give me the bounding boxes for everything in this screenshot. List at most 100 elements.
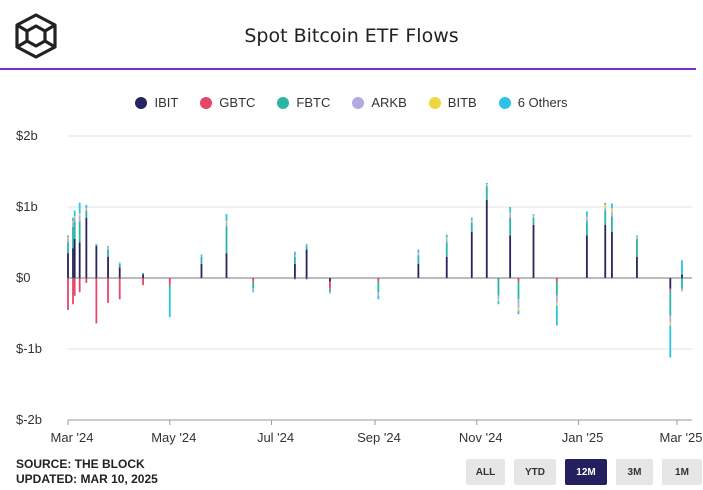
range-button-12m[interactable]: 12M xyxy=(565,459,607,485)
bar-6-others-2025-01-06 xyxy=(585,211,588,217)
bar-6-others-2024-10-29 xyxy=(470,217,473,220)
bar-6-others-2024-03-01 xyxy=(67,235,69,238)
bar-6-others-2024-12-19 xyxy=(555,305,558,326)
bar-bitb-2024-09-27 xyxy=(417,252,420,254)
bar-fbtc-2025-02-05 xyxy=(636,238,638,257)
bar-ibit-2024-09-27 xyxy=(417,263,420,278)
bar-6-others-2024-06-20 xyxy=(252,290,255,293)
bar-bitb-2024-12-05 xyxy=(532,215,535,217)
bar-arkb-2024-03-08 xyxy=(78,215,81,222)
bar-bitb-2024-10-14 xyxy=(445,237,448,239)
bar-fbtc-2024-11-07 xyxy=(485,186,488,200)
bar-ibit-2024-03-04 xyxy=(72,248,74,278)
bar-arkb-2024-10-29 xyxy=(470,220,473,223)
bar-arkb-2024-08-05 xyxy=(329,292,331,294)
legend-dot-icon xyxy=(200,96,213,109)
title-divider xyxy=(0,68,696,70)
the-block-logo-icon xyxy=(15,13,57,59)
bar-fbtc-2024-12-19 xyxy=(555,281,558,296)
bar-arkb-2025-03-04 xyxy=(681,288,683,292)
bar-gbtc-2024-03-08 xyxy=(78,278,81,293)
bar-bitb-2024-11-07 xyxy=(485,184,488,185)
bar-bitb-2024-03-12 xyxy=(85,208,88,210)
legend-item-arkb[interactable]: ARKB xyxy=(352,95,407,110)
bar-arkb-2024-11-14 xyxy=(497,295,500,300)
legend-item-ibit[interactable]: IBIT xyxy=(135,95,178,110)
bar-fbtc-2024-04-01 xyxy=(118,263,121,268)
bar-gbtc-2024-11-26 xyxy=(517,278,520,282)
range-button-all[interactable]: ALL xyxy=(466,459,505,485)
legend-item-bitb[interactable]: BITB xyxy=(428,95,477,110)
bar-arkb-2025-02-05 xyxy=(636,237,638,239)
bar-gbtc-2024-03-01 xyxy=(67,278,69,310)
bar-6-others-2024-11-26 xyxy=(517,310,520,315)
bar-ibit-2024-03-25 xyxy=(107,256,109,278)
y-tick-label: $1b xyxy=(16,199,38,214)
bar-ibit-2024-03-08 xyxy=(78,242,81,278)
bar-fbtc-2024-11-14 xyxy=(497,278,500,296)
bar-bitb-2024-06-04 xyxy=(225,221,228,223)
bar-fbtc-2025-02-25 xyxy=(669,290,672,316)
bar-arkb-2024-07-22 xyxy=(305,245,308,247)
bar-gbtc-2024-03-12 xyxy=(85,278,88,283)
bar-6-others-2024-11-21 xyxy=(509,207,512,213)
bar-ibit-2024-12-05 xyxy=(532,224,535,278)
legend-item-6-others[interactable]: 6 Others xyxy=(498,95,568,110)
bar-6-others-2025-02-05 xyxy=(636,235,638,237)
bar-6-others-2024-07-22 xyxy=(305,243,308,246)
x-tick-label: Mar '25 xyxy=(660,430,703,445)
bar-gbtc-2024-03-05 xyxy=(73,278,76,296)
bar-fbtc-2024-07-22 xyxy=(305,246,308,250)
bar-ibit-2024-10-14 xyxy=(445,256,448,278)
bar-bitb-2024-03-08 xyxy=(78,213,81,216)
range-button-1m[interactable]: 1M xyxy=(662,459,702,485)
bar-fbtc-2024-06-20 xyxy=(252,281,255,289)
bar-6-others-2024-04-01 xyxy=(118,262,121,264)
bar-bitb-2024-11-21 xyxy=(509,212,512,215)
y-tick-label: $2b xyxy=(16,128,38,143)
bar-gbtc-2024-06-20 xyxy=(252,278,255,282)
bar-bitb-2025-02-25 xyxy=(669,322,672,326)
bar-ibit-2025-01-17 xyxy=(604,224,607,278)
bar-6-others-2024-03-12 xyxy=(85,204,88,209)
legend-item-gbtc[interactable]: GBTC xyxy=(200,95,255,110)
bar-gbtc-2024-09-03 xyxy=(377,278,380,282)
bar-6-others-2024-05-01 xyxy=(168,288,171,318)
bar-fbtc-2024-03-05 xyxy=(73,221,76,239)
bar-gbtc-2025-02-25 xyxy=(669,288,672,291)
bar-fbtc-2025-03-04 xyxy=(681,278,683,289)
bar-bitb-2024-12-19 xyxy=(555,302,558,306)
legend-dot-icon xyxy=(352,96,365,109)
x-tick-label: Jul '24 xyxy=(257,430,294,445)
bar-ibit-2025-02-05 xyxy=(636,256,638,278)
bar-fbtc-2024-10-29 xyxy=(470,222,473,232)
bar-ibit-2024-04-01 xyxy=(118,267,121,278)
bar-fbtc-2024-08-05 xyxy=(329,288,331,293)
bar-bitb-2024-03-04 xyxy=(72,221,74,223)
bar-bitb-2024-11-26 xyxy=(517,307,520,311)
bar-bitb-2025-01-06 xyxy=(585,216,588,219)
bar-arkb-2025-02-25 xyxy=(669,315,672,323)
bar-fbtc-2025-01-21 xyxy=(611,216,613,232)
bar-bitb-2024-03-25 xyxy=(107,247,109,249)
bar-arkb-2024-10-14 xyxy=(445,238,448,243)
range-button-3m[interactable]: 3M xyxy=(616,459,653,485)
bar-6-others-2024-11-14 xyxy=(497,300,500,305)
bar-fbtc-2024-03-04 xyxy=(72,226,74,249)
bar-6-others-2025-01-21 xyxy=(611,203,613,209)
bar-fbtc-2024-03-25 xyxy=(107,249,109,257)
bar-arkb-2024-05-20 xyxy=(200,255,203,257)
bar-fbtc-2024-03-12 xyxy=(85,210,88,218)
bar-bitb-2024-10-29 xyxy=(470,219,473,221)
legend-item-fbtc[interactable]: FBTC xyxy=(277,95,330,110)
range-button-ytd[interactable]: YTD xyxy=(514,459,556,485)
bar-arkb-2024-06-04 xyxy=(225,222,228,227)
bar-gbtc-2024-03-18 xyxy=(95,278,98,324)
bar-gbtc-2024-04-15 xyxy=(142,278,144,286)
legend-dot-icon xyxy=(428,96,441,109)
bar-6-others-2024-11-07 xyxy=(485,182,488,185)
page-title: Spot Bitcoin ETF Flows xyxy=(244,25,459,47)
bar-arkb-2024-09-03 xyxy=(377,292,380,296)
bar-fbtc-2024-11-21 xyxy=(509,217,512,236)
bar-arkb-2024-12-05 xyxy=(532,216,535,218)
